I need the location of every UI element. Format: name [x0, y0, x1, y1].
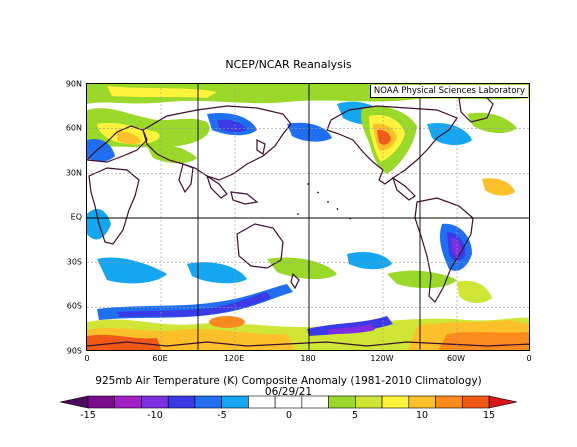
caption-line-1: 925mb Air Temperature (K) Composite Anom…: [95, 375, 482, 387]
colorbar-swatch: [167, 395, 196, 409]
colorbar-swatches: [59, 395, 518, 409]
colorbar-swatch: [328, 395, 356, 409]
page-title: NCEP/NCAR Reanalysis: [225, 58, 352, 71]
colorbar-tick-label: -10: [147, 410, 163, 421]
anomaly-patches: [87, 84, 529, 350]
colorbar-tick-label: 15: [482, 410, 496, 421]
lon-label-120w: 120W: [370, 354, 394, 363]
colorbar-swatch: [408, 395, 436, 409]
colorbar-swatch: [381, 395, 410, 409]
anomaly-field: [87, 84, 529, 350]
major-grid: [87, 84, 529, 350]
colorbar-swatch: [435, 395, 463, 409]
credit-label: NOAA Physical Sciences Laboratory: [369, 85, 528, 98]
colorbar-low-arrow: [59, 395, 89, 409]
lat-label-eq: EQ: [70, 212, 82, 222]
lat-label-60s: 60S: [66, 301, 82, 311]
lat-label-90s: 90S: [66, 346, 82, 356]
coastlines: [87, 93, 529, 347]
colorbar-swatch: [461, 395, 490, 409]
colorbar-swatch: [274, 395, 303, 409]
lon-label-120e: 120E: [223, 354, 245, 363]
colorbar-swatch: [221, 395, 249, 409]
colorbar-swatch: [301, 395, 329, 409]
lat-label-90n: 90N: [65, 79, 82, 89]
colorbar-swatch: [194, 395, 222, 409]
anomaly-map: NOAA Physical Sciences Laboratory: [86, 83, 530, 351]
figure-caption: 925mb Air Temperature (K) Composite Anom…: [0, 376, 577, 398]
lon-label-180: 180: [300, 354, 316, 363]
colorbar-tick-label: -5: [217, 410, 227, 421]
colorbar-tick-label: 5: [351, 410, 359, 421]
colorbar-tick-label: 10: [415, 410, 429, 421]
colorbar-swatch: [248, 395, 276, 409]
lon-label-0: 0: [84, 354, 90, 363]
colorbar-high-arrow: [488, 395, 518, 409]
lon-label-0-east: 0: [526, 354, 532, 363]
lon-label-60e: 60E: [152, 354, 168, 363]
colorbar-swatch: [355, 395, 383, 409]
lat-label-60n: 60N: [65, 123, 82, 133]
colorbar-swatch: [141, 395, 169, 409]
colorbar-swatch: [87, 395, 116, 409]
lat-label-30n: 30N: [65, 168, 82, 178]
lon-label-60w: 60W: [446, 354, 466, 363]
colorbar-swatch: [114, 395, 142, 409]
colorbar-tick-label: -15: [80, 410, 96, 421]
lat-label-30s: 30S: [66, 257, 82, 267]
caption-line-2: 06/29/21: [264, 386, 313, 398]
colorbar-tick-label: 0: [285, 410, 293, 421]
